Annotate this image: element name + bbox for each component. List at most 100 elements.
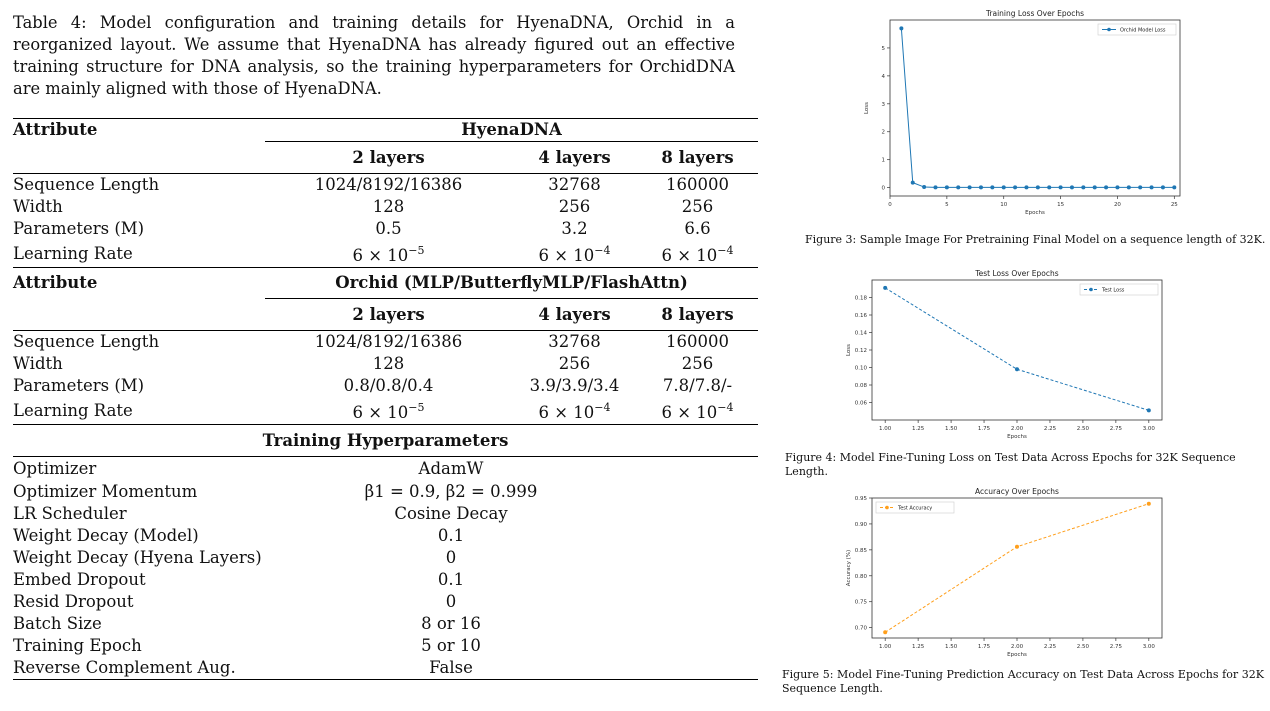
x-tick-label: 0	[888, 202, 892, 208]
row-label: Training Epoch	[13, 635, 142, 655]
column-header: 8 layers	[637, 298, 758, 331]
table-subheader-row: 2 layers 4 layers 8 layers	[13, 141, 758, 174]
row-label: Optimizer Momentum	[13, 481, 198, 501]
y-tick-label: 2	[882, 130, 886, 136]
cell: 0	[445, 591, 457, 611]
row-label: Sequence Length	[13, 173, 265, 196]
data-point	[1035, 185, 1040, 190]
chart-title: Accuracy Over Epochs	[975, 487, 1059, 496]
row-label: Reverse Complement Aug.	[13, 656, 265, 680]
table-row: Sequence Length 1024/8192/16386 32768 16…	[13, 173, 758, 196]
legend-marker	[1107, 27, 1111, 32]
cell: 6 × 10−4	[512, 397, 637, 425]
y-tick-label: 5	[882, 46, 886, 52]
table-header-row: Training Hyperparameters	[13, 424, 758, 457]
data-point	[1047, 185, 1052, 190]
data-point	[1015, 544, 1019, 549]
table-row: Reverse Complement Aug. False	[13, 656, 758, 680]
cell-exponent: −4	[717, 401, 734, 414]
cell: 0.5	[375, 219, 402, 238]
x-tick-label: 1.50	[945, 426, 958, 432]
cell: 160000	[637, 330, 758, 353]
chart-1: Test Loss Over Epochs 1.00 1.25 1.50 1.75 2.0…	[846, 269, 1163, 440]
table-row: Parameters (M) 0.8/0.8/0.4 3.9/3.9/3.4 7…	[13, 375, 758, 397]
row-label: Embed Dropout	[13, 569, 146, 589]
row-label: Sequence Length	[13, 330, 265, 353]
orchid-group-header: Orchid (MLP/ButterflyMLP/FlashAttn)	[265, 267, 758, 299]
table-row: Weight Decay (Hyena Layers) 0	[13, 547, 758, 569]
y-axis-label: Loss	[864, 102, 870, 114]
data-point	[1104, 185, 1109, 190]
training-header: Training Hyperparameters	[13, 424, 758, 457]
legend-box	[1097, 23, 1177, 36]
x-tick-label: 1.50	[945, 644, 958, 650]
cell-exponent: −4	[594, 244, 611, 257]
legend-marker	[1089, 287, 1093, 292]
y-tick-label: 0.95	[855, 496, 868, 502]
y-tick-label: 0.85	[855, 548, 868, 554]
cell-base: 6 × 10	[661, 246, 718, 265]
data-point	[1149, 185, 1154, 190]
x-tick-label: 1.00	[879, 426, 892, 432]
data-point	[1138, 185, 1143, 190]
y-tick-label: 0.75	[855, 600, 868, 606]
series-line	[900, 28, 1175, 188]
cell-base: 6 × 10	[538, 246, 595, 265]
row-label: LR Scheduler	[13, 503, 127, 523]
cell: 256	[558, 197, 591, 216]
y-tick-label: 0.14	[855, 331, 868, 337]
cell: 32768	[512, 173, 637, 196]
plot-area	[871, 279, 1163, 421]
cell: 3.2	[561, 219, 588, 238]
cell: 6.6	[684, 219, 711, 238]
x-axis-label: Epochs	[1025, 210, 1045, 216]
hyena-group-header: HyenaDNA	[265, 118, 758, 142]
series-line	[884, 503, 1149, 633]
cell: 7.8/7.8/-	[662, 376, 733, 395]
row-label: Learning Rate	[13, 243, 133, 263]
y-tick-label: 0.80	[855, 574, 868, 580]
cell: 1024/8192/16386	[265, 330, 512, 353]
cell: 6 × 10−4	[512, 240, 637, 268]
data-point	[944, 185, 949, 190]
table-row: LR Scheduler Cosine Decay	[13, 503, 758, 525]
table-row: Learning Rate 6 × 10−5 6 × 10−4 6 × 10−4	[13, 397, 758, 425]
table-section: Table 4: Model configuration and trainin…	[13, 12, 758, 680]
cell: 0.1	[437, 569, 465, 589]
table-row: Batch Size 8 or 16	[13, 613, 758, 635]
row-label: Weight Decay (Hyena Layers)	[13, 547, 262, 567]
cell: 3.9/3.9/3.4	[529, 376, 620, 395]
y-tick-label: 0.90	[855, 522, 868, 528]
row-label: Resid Dropout	[13, 591, 134, 611]
cell: 256	[681, 197, 714, 216]
table-row: Parameters (M) 0.5 3.2 6.6	[13, 218, 758, 240]
x-tick-label: 5	[945, 202, 949, 208]
cell: 6 × 10−5	[265, 397, 512, 425]
x-tick-label: 3.00	[1143, 426, 1156, 432]
cell-exponent: −4	[594, 401, 611, 414]
table-row: Width 128 256 256	[13, 196, 758, 218]
cell: False	[265, 656, 637, 680]
x-tick-label: 15	[1057, 202, 1064, 208]
table-row: Optimizer AdamW	[13, 457, 758, 481]
x-tick-label: 2.50	[1077, 426, 1090, 432]
plot-area	[871, 497, 1163, 639]
data-point	[967, 185, 972, 190]
column-header: 2 layers	[265, 141, 512, 174]
chart-title: Training Loss Over Epochs	[985, 9, 1084, 18]
data-point	[1126, 185, 1131, 190]
y-axis-label: Accuracy (%)	[846, 550, 852, 586]
table-header-row: Attribute Orchid (MLP/ButterflyMLP/Flash…	[13, 267, 758, 299]
cell-exponent: −4	[717, 244, 734, 257]
y-tick-label: 0	[882, 186, 886, 192]
data-point	[910, 180, 915, 185]
y-axis-label: Loss	[846, 344, 852, 356]
data-point	[990, 185, 995, 190]
data-point	[899, 26, 904, 31]
legend-label: Test Loss	[1101, 288, 1125, 294]
cell: 6 × 10−4	[637, 240, 758, 268]
data-point	[1172, 185, 1177, 190]
table-caption: Table 4: Model configuration and trainin…	[13, 13, 735, 98]
cell-base: 6 × 10	[661, 403, 718, 422]
cell: 128	[372, 197, 405, 216]
